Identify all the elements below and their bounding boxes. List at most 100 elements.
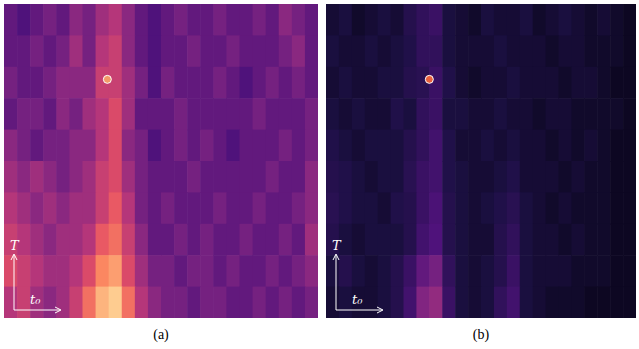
cell [455, 130, 469, 162]
cell [240, 67, 254, 99]
cell [4, 255, 18, 287]
cell [468, 35, 482, 67]
cell [571, 98, 585, 130]
cell [187, 98, 201, 130]
plot-area [4, 4, 318, 318]
cell [200, 287, 214, 318]
cell [213, 287, 227, 318]
cell [135, 224, 149, 256]
cell [352, 255, 366, 287]
cell [623, 161, 636, 193]
cell [4, 192, 18, 224]
arrow-line [14, 310, 60, 311]
cell [69, 255, 83, 287]
cell [240, 255, 254, 287]
cell [494, 98, 508, 130]
cell [4, 67, 18, 99]
cell [481, 287, 495, 318]
cell [571, 192, 585, 224]
cell [546, 98, 560, 130]
cell [416, 35, 430, 67]
cell [148, 67, 162, 99]
cell [326, 192, 340, 224]
cell [226, 67, 240, 99]
cell [494, 35, 508, 67]
cell [584, 224, 598, 256]
figure: Tt₀(a)Tt₀(b) [0, 0, 639, 349]
cell [226, 130, 240, 162]
cell [213, 4, 227, 36]
cell [240, 224, 254, 256]
cell [200, 67, 214, 99]
cell [546, 161, 560, 193]
cell [135, 98, 149, 130]
cell [391, 130, 405, 162]
cell [507, 255, 521, 287]
cell [404, 67, 418, 99]
cell [279, 4, 293, 36]
cell [494, 224, 508, 256]
cell [187, 224, 201, 256]
cell [391, 67, 405, 99]
cell [404, 255, 418, 287]
cell [442, 287, 456, 318]
cell [623, 287, 636, 318]
cell [494, 4, 508, 36]
cell [213, 192, 227, 224]
cell [352, 35, 366, 67]
cell [17, 255, 31, 287]
cell [56, 130, 70, 162]
cell [378, 67, 392, 99]
cell [83, 255, 97, 287]
cell [174, 255, 188, 287]
cell [187, 67, 201, 99]
cell [174, 192, 188, 224]
cell [391, 287, 405, 318]
axis-label: t₀ [30, 292, 41, 307]
cell [83, 161, 97, 193]
cell [161, 98, 175, 130]
cell [339, 4, 353, 36]
cell [148, 287, 162, 318]
cell [266, 98, 280, 130]
cell [584, 4, 598, 36]
cell [148, 224, 162, 256]
cell [404, 161, 418, 193]
cell [200, 224, 214, 256]
cell [610, 192, 624, 224]
cell [17, 98, 31, 130]
cell [17, 161, 31, 193]
cell [4, 35, 18, 67]
cell [623, 98, 636, 130]
cell [213, 161, 227, 193]
cell [96, 130, 110, 162]
cell [365, 4, 379, 36]
cell [378, 192, 392, 224]
cell [520, 67, 534, 99]
cell [279, 287, 293, 318]
cell [520, 35, 534, 67]
cell [352, 287, 366, 318]
cell [292, 161, 306, 193]
cell [416, 255, 430, 287]
marker-point [103, 75, 111, 83]
cell [507, 287, 521, 318]
cell [533, 224, 547, 256]
cell [17, 192, 31, 224]
cell [135, 67, 149, 99]
cell [122, 192, 136, 224]
arrow-head [11, 254, 17, 260]
cell [30, 130, 44, 162]
cell [292, 4, 306, 36]
cell [365, 67, 379, 99]
cell [305, 224, 318, 256]
cell [96, 287, 110, 318]
cell [56, 255, 70, 287]
panel: Tt₀(b) [326, 4, 637, 343]
cell [43, 161, 57, 193]
cell [109, 161, 123, 193]
cell [610, 98, 624, 130]
cell [442, 255, 456, 287]
cell [610, 35, 624, 67]
cell [83, 67, 97, 99]
